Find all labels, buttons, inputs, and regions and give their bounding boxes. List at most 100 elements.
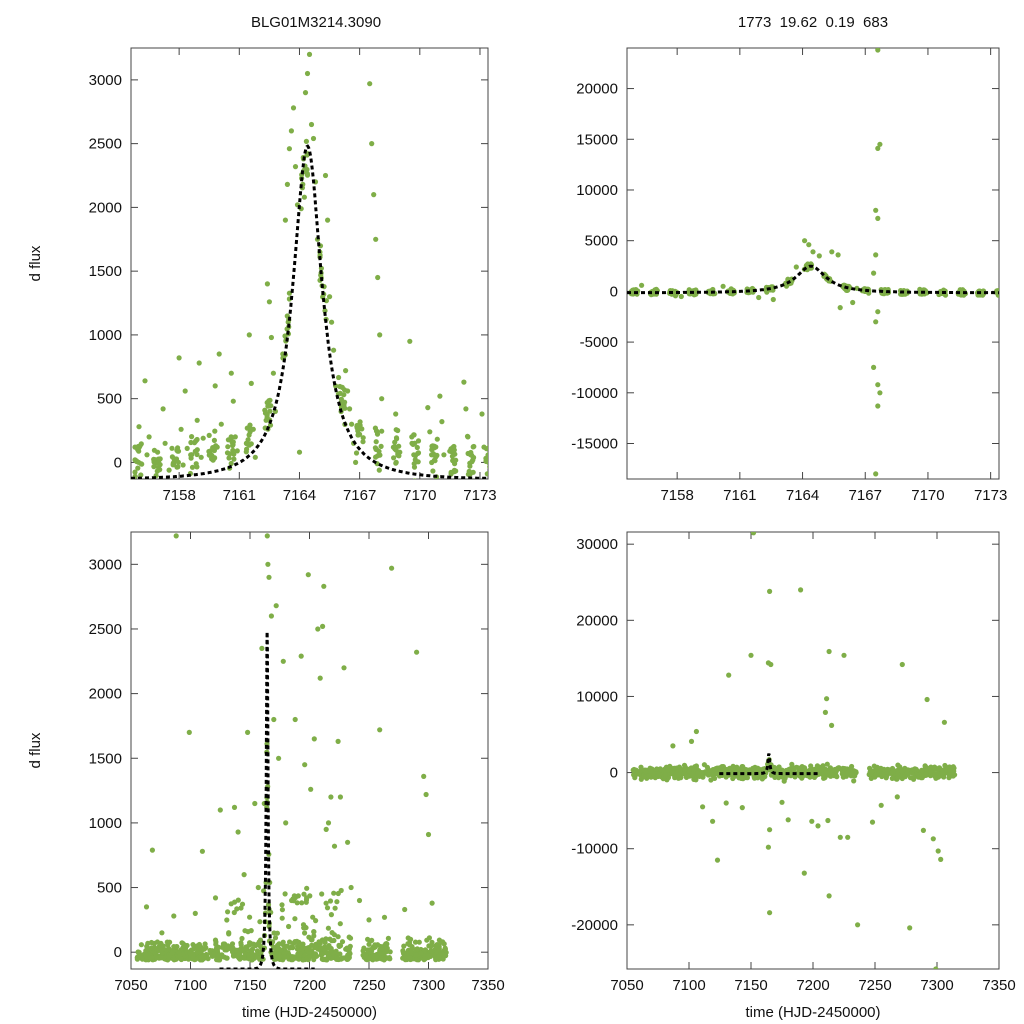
y-tick-label: 1500 xyxy=(89,263,122,280)
data-point xyxy=(319,951,325,958)
data-point xyxy=(323,298,329,304)
data-point xyxy=(339,939,346,945)
data-point xyxy=(264,412,270,418)
data-point xyxy=(246,952,252,958)
data-point xyxy=(232,434,238,440)
data-point xyxy=(873,252,879,258)
data-point xyxy=(471,443,477,450)
data-point xyxy=(147,955,154,961)
x-tick-label: 7300 xyxy=(920,977,953,994)
data-point xyxy=(484,471,488,477)
data-point xyxy=(171,913,177,919)
data-point xyxy=(688,738,695,745)
data-point xyxy=(881,766,887,773)
data-point xyxy=(296,449,303,455)
data-point xyxy=(369,141,375,147)
data-point xyxy=(750,532,757,536)
data-points xyxy=(630,532,958,969)
data-point xyxy=(238,905,244,911)
data-point xyxy=(336,374,342,381)
data-point xyxy=(138,461,144,467)
data-point xyxy=(324,905,331,911)
data-point xyxy=(317,675,323,681)
data-point xyxy=(375,453,381,459)
data-point xyxy=(225,909,231,915)
y-axis-label: d flux xyxy=(27,245,44,281)
data-point xyxy=(767,910,773,916)
data-point xyxy=(933,966,939,969)
data-point xyxy=(851,769,858,776)
data-point xyxy=(289,897,295,904)
data-point xyxy=(767,827,773,833)
data-point xyxy=(793,264,799,270)
data-point xyxy=(306,51,313,58)
data-point xyxy=(230,398,236,404)
data-point xyxy=(169,445,175,451)
data-point xyxy=(412,440,418,446)
data-point xyxy=(924,696,930,703)
data-point xyxy=(257,919,263,925)
data-point xyxy=(132,444,138,450)
data-point xyxy=(199,848,205,854)
data-point xyxy=(265,561,271,567)
data-point xyxy=(465,434,471,440)
data-point xyxy=(463,406,469,412)
data-point xyxy=(228,435,234,441)
data-point xyxy=(412,478,417,479)
data-point xyxy=(744,775,751,781)
data-point xyxy=(297,951,303,957)
data-point xyxy=(789,761,795,767)
data-point xyxy=(211,455,218,461)
data-point xyxy=(328,794,334,800)
data-point xyxy=(228,370,234,376)
data-point xyxy=(416,939,422,945)
data-point xyxy=(811,774,818,781)
y-tick-label: 1500 xyxy=(89,750,122,767)
data-point xyxy=(266,574,272,580)
model-curve xyxy=(627,264,999,295)
data-point xyxy=(841,771,847,778)
data-point xyxy=(336,942,342,949)
data-point xyxy=(296,956,302,962)
x-tick-label: 7158 xyxy=(660,487,693,504)
data-point xyxy=(771,764,778,771)
data-point xyxy=(227,451,233,457)
data-point xyxy=(902,774,908,780)
data-point xyxy=(875,48,881,53)
y-tick-label: -10000 xyxy=(571,385,618,402)
data-point xyxy=(875,403,881,409)
data-point xyxy=(369,937,375,944)
data-point xyxy=(311,957,317,963)
data-point xyxy=(173,533,179,539)
data-point xyxy=(337,383,343,390)
data-point xyxy=(947,767,954,773)
data-point xyxy=(740,767,746,773)
data-point xyxy=(349,421,355,427)
x-tick-label: 7161 xyxy=(723,487,756,504)
data-point xyxy=(151,456,157,462)
data-point xyxy=(360,435,366,441)
data-point xyxy=(873,772,879,778)
data-point xyxy=(334,899,340,905)
data-point xyxy=(708,777,714,783)
data-point xyxy=(671,765,677,771)
data-point xyxy=(228,901,234,907)
data-point xyxy=(301,891,307,897)
data-point xyxy=(190,956,196,962)
data-point xyxy=(738,775,744,781)
data-point xyxy=(175,459,181,465)
data-point xyxy=(849,763,855,770)
data-point xyxy=(276,755,282,761)
data-point xyxy=(429,447,435,453)
data-point xyxy=(486,444,488,449)
data-point xyxy=(950,764,956,770)
data-point xyxy=(393,460,399,466)
data-point xyxy=(837,305,843,311)
data-point xyxy=(345,839,351,845)
data-point xyxy=(148,939,155,946)
data-point xyxy=(265,902,272,908)
data-point xyxy=(814,763,821,769)
data-point xyxy=(393,435,400,441)
data-point xyxy=(819,765,825,771)
data-point xyxy=(331,932,337,938)
